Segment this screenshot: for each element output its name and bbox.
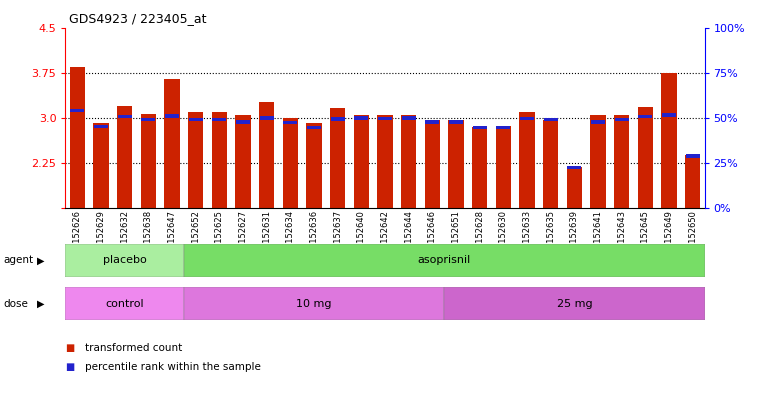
Bar [354,116,368,119]
Bar [662,113,676,117]
Bar [638,107,653,208]
Bar [520,117,534,120]
Text: transformed count: transformed count [85,343,182,353]
Text: placebo: placebo [102,255,146,265]
Bar [117,107,132,208]
Bar [94,125,108,128]
Text: ■: ■ [65,343,75,353]
Bar [401,115,417,208]
Bar [331,118,345,121]
Bar [70,109,84,112]
Bar [425,121,439,124]
Bar [141,114,156,208]
Bar [448,120,464,208]
Bar [424,120,440,208]
Bar [444,287,705,320]
Bar [69,67,85,208]
Bar [118,115,132,118]
Text: ▶: ▶ [37,299,45,309]
Bar [213,118,226,121]
Bar [307,126,321,129]
Text: 25 mg: 25 mg [557,299,592,309]
Text: ▶: ▶ [37,255,45,265]
Bar [497,126,511,129]
Bar [591,121,605,124]
Bar [496,126,511,208]
Bar [259,116,273,119]
Bar [142,118,156,121]
Bar [638,115,652,118]
Text: 10 mg: 10 mg [296,299,332,309]
Bar [212,112,227,208]
Bar [378,117,392,120]
Bar [330,108,346,208]
Bar [184,287,444,320]
Bar [567,166,581,169]
Bar [661,73,677,208]
Bar [306,123,322,208]
Bar [353,115,369,208]
Bar [544,118,557,121]
Bar [591,115,606,208]
Bar [189,118,203,121]
Bar [184,244,705,277]
Bar [473,126,487,129]
Bar [472,127,487,208]
Bar [686,154,700,158]
Text: asoprisnil: asoprisnil [417,255,470,265]
Bar [685,155,701,208]
Bar [377,115,393,208]
Bar [543,120,558,208]
Bar [236,121,250,124]
Bar [65,287,184,320]
Bar [449,121,463,124]
Bar [164,79,179,208]
Bar [519,112,534,208]
Bar [567,167,582,208]
Bar [283,118,298,208]
Bar [402,116,416,119]
Bar [188,112,203,208]
Text: ■: ■ [65,362,75,373]
Bar [283,121,297,124]
Bar [259,102,274,208]
Text: control: control [105,299,144,309]
Bar [614,115,629,208]
Text: dose: dose [4,299,28,309]
Bar [65,244,184,277]
Bar [614,118,628,121]
Text: percentile rank within the sample: percentile rank within the sample [85,362,260,373]
Bar [93,123,109,208]
Bar [165,114,179,118]
Text: agent: agent [4,255,34,265]
Text: GDS4923 / 223405_at: GDS4923 / 223405_at [69,12,207,25]
Bar [236,115,251,208]
